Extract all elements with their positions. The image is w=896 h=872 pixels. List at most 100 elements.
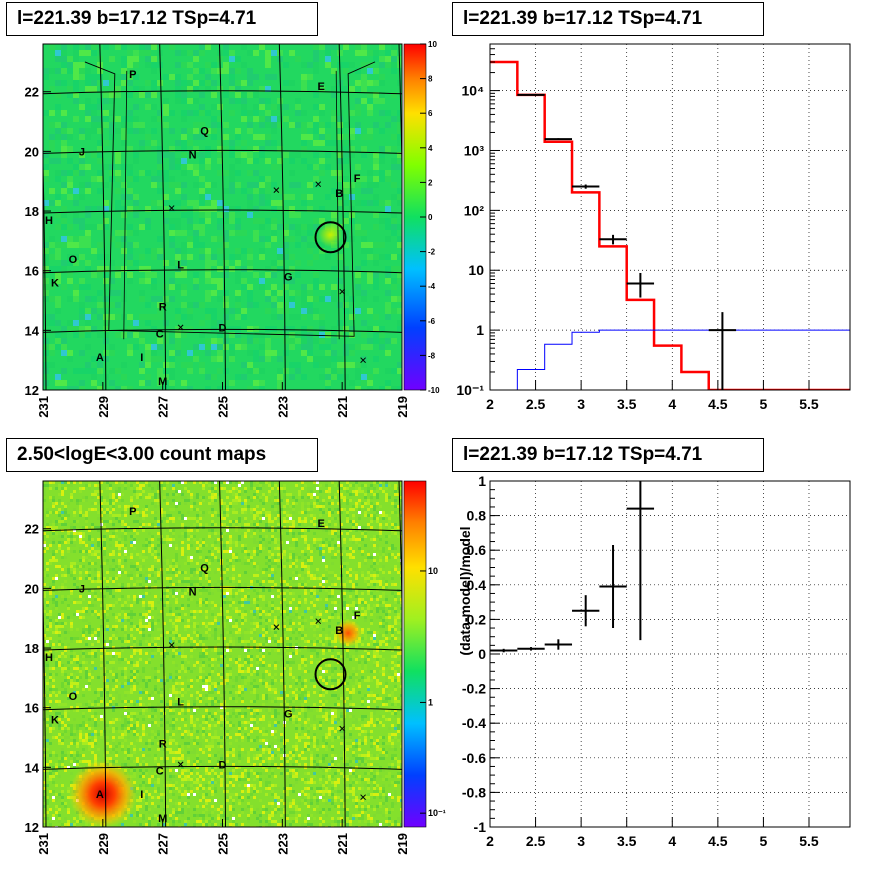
x-tick-label: 4	[668, 833, 676, 849]
source-label-L: L	[177, 260, 184, 272]
source-label-F: F	[354, 173, 361, 185]
x-tick-label: 229	[96, 396, 111, 418]
colorbar-tick-label: 1	[428, 697, 433, 707]
latitude-line	[43, 706, 402, 711]
roi-outline	[84, 61, 376, 337]
colorbar-tick-label: -8	[428, 351, 436, 360]
source-label-N: N	[189, 586, 197, 598]
residuals-title: l=221.39 b=17.12 TSp=4.71	[452, 438, 764, 472]
residuals-panel: 2 2.5 3 3.5 4 4.5 5 5.5 -1 -0.8 -0.6 -0.4 -0.2 0 0.2 0.…	[457, 473, 851, 849]
source-label-C: C	[156, 765, 164, 777]
y-tick-label: 10⁴	[462, 83, 485, 99]
cm-pixel-texture	[43, 481, 402, 827]
x-tick-label: 223	[275, 833, 290, 855]
y-tick-label: 0.4	[467, 577, 487, 593]
colorbar-tick-label: 6	[428, 109, 433, 118]
source-label-A: A	[96, 789, 104, 801]
source-label-L: L	[177, 697, 184, 709]
latitude-line	[43, 149, 402, 154]
latitude-line	[43, 765, 402, 770]
x-tick-label: 4.5	[708, 833, 728, 849]
source-label-R: R	[159, 738, 167, 750]
target-circle	[314, 221, 347, 254]
latitude-line	[43, 209, 402, 214]
source-label-I: I	[140, 789, 143, 801]
residuals-y-axis-label: (data-model)/model	[457, 526, 473, 655]
source-label-D: D	[219, 759, 227, 771]
source-marker	[360, 794, 366, 801]
longitude-line	[278, 44, 286, 390]
x-tick-label: 2.5	[526, 833, 546, 849]
x-tick-label: 2.5	[526, 396, 546, 412]
longitude-line	[43, 141, 47, 390]
y-tick-label: -0.2	[462, 681, 486, 697]
y-tick-label: 0.6	[467, 542, 487, 558]
source-label-G: G	[284, 709, 293, 721]
longitude-line	[398, 44, 402, 190]
x-tick-label: 3.5	[617, 396, 637, 412]
latitude-line	[43, 527, 402, 532]
y-tick-label: 16	[25, 701, 39, 716]
bright-source-A-glow	[68, 760, 137, 827]
source-marker	[360, 357, 366, 364]
y-tick-label: 0	[478, 646, 486, 662]
longitude-line	[278, 481, 286, 827]
x-tick-label: 225	[216, 396, 231, 418]
source-label-E: E	[318, 518, 325, 530]
source-label-C: C	[156, 328, 164, 340]
source-marker	[315, 618, 322, 625]
source-marker	[168, 205, 175, 211]
latitude-line	[43, 586, 402, 591]
x-tick-label: 231	[36, 833, 51, 855]
x-tick-label: 219	[395, 833, 410, 855]
source-label-B: B	[335, 625, 343, 637]
x-tick-label: 223	[275, 396, 290, 418]
source-marker	[273, 187, 280, 194]
source-marker	[339, 288, 346, 295]
colorbar-tick-label: -2	[428, 248, 436, 257]
colorbar-tick-label: 0	[428, 213, 433, 222]
colorbar-tick-label: -10	[428, 386, 440, 395]
source-label-B: B	[335, 188, 343, 200]
longitude-line	[43, 578, 47, 827]
cm-colorbar-frame	[403, 480, 427, 828]
source-label-E: E	[318, 81, 325, 93]
x-tick-label: 229	[96, 833, 111, 855]
longitude-line	[159, 44, 167, 390]
x-tick-label: 3	[577, 396, 585, 412]
spectrum-panel: 2 2.5 3 3.5 4 4.5 5 5.5 10⁻¹ 1 10 10² 10³ 10⁴	[456, 43, 851, 412]
y-tick-label: 10²	[464, 202, 485, 218]
longitude-line	[219, 44, 226, 390]
x-tick-label: 4	[668, 396, 676, 412]
source-label-J: J	[79, 583, 85, 595]
x-tick-label: 5	[760, 396, 768, 412]
source-label-G: G	[284, 272, 293, 284]
longitude-line	[398, 481, 402, 627]
source-label-I: I	[140, 352, 143, 364]
source-marker	[315, 181, 322, 188]
y-tick-label: -1	[474, 819, 487, 835]
x-tick-label: 5.5	[799, 833, 819, 849]
longitude-line	[338, 481, 346, 827]
source-label-H: H	[45, 652, 53, 664]
source-marker	[177, 761, 184, 768]
x-tick-label: 221	[335, 833, 350, 855]
residuals-points	[490, 481, 655, 653]
longitude-line	[338, 44, 346, 390]
x-tick-label: 231	[36, 396, 51, 418]
y-tick-label: -0.4	[462, 715, 486, 731]
latitude-line	[43, 646, 402, 651]
source-label-R: R	[159, 301, 167, 313]
colorbar-tick-label: 10⁻¹	[428, 808, 446, 818]
latitude-line	[43, 328, 402, 333]
y-tick-label: 18	[25, 641, 39, 656]
longitude-line	[99, 44, 107, 390]
y-tick-label: 14	[25, 323, 40, 338]
x-tick-label: 227	[156, 396, 171, 418]
y-tick-label: 0.2	[467, 611, 487, 627]
x-tick-label: 221	[335, 396, 350, 418]
